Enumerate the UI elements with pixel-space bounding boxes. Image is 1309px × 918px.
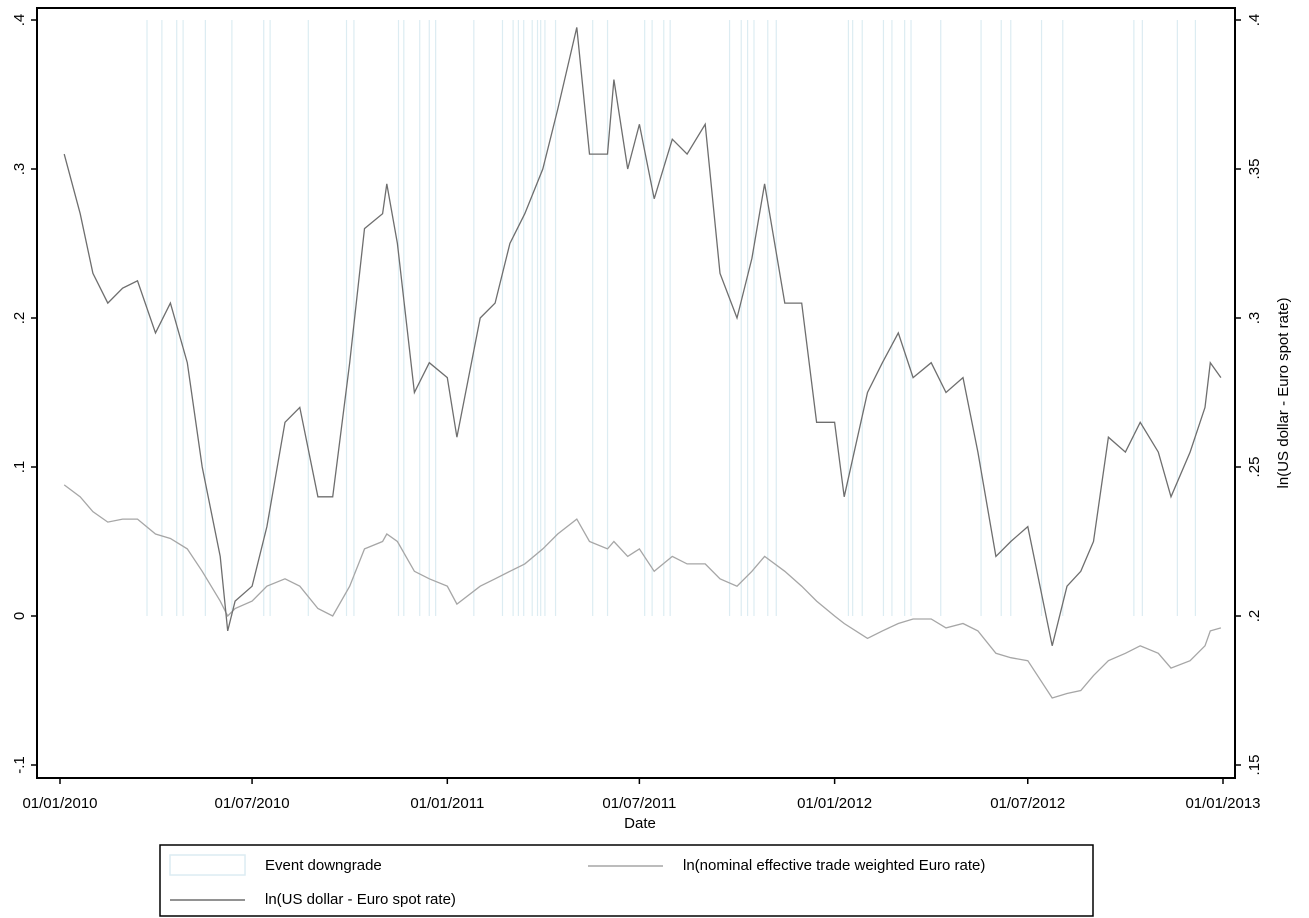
x-tick-label: 01/01/2010: [22, 795, 97, 812]
y2-tick-label: .15: [1246, 755, 1263, 776]
y-tick-label: .4: [11, 14, 28, 27]
x-tick-label: 01/07/2012: [990, 795, 1065, 812]
x-tick-label: 01/01/2013: [1185, 795, 1260, 812]
legend-label: Event downgrade: [265, 857, 382, 874]
x-tick-label: 01/07/2011: [602, 795, 676, 812]
plot-frame: [36, 7, 1236, 779]
y-tick-label: .2: [11, 312, 28, 325]
y-tick-label: .1: [11, 461, 28, 474]
y2-tick-label: .3: [1246, 312, 1263, 325]
y-tick-label: 0: [11, 612, 28, 620]
y2-tick-label: .2: [1246, 610, 1263, 623]
legend-box: [159, 844, 1094, 917]
y2-tick-label: .35: [1246, 159, 1263, 180]
y2-axis-title: ln(US dollar - Euro spot rate): [1275, 298, 1292, 489]
series-line: [63, 27, 1222, 646]
series-line: [63, 484, 1222, 699]
y-tick-label: -.1: [11, 756, 28, 774]
x-tick-label: 01/01/2012: [797, 795, 872, 812]
legend-swatch: [169, 854, 246, 876]
x-axis-title: Date: [624, 815, 656, 832]
legend-label: ln(US dollar - Euro spot rate): [265, 891, 456, 908]
y-tick-label: .3: [11, 163, 28, 176]
x-tick-label: 01/01/2011: [410, 795, 484, 812]
x-tick-label: 01/07/2010: [215, 795, 290, 812]
legend-label: ln(nominal effective trade weighted Euro…: [683, 857, 985, 874]
y2-tick-label: .4: [1246, 14, 1263, 27]
y2-tick-label: .25: [1246, 457, 1263, 478]
